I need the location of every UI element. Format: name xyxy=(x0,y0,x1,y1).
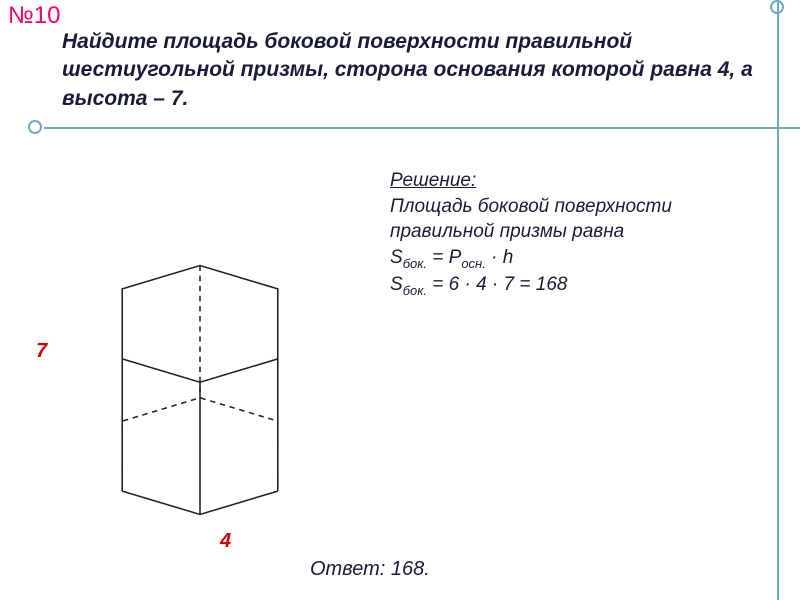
answer-line: Ответ: 168. xyxy=(310,558,430,581)
height-label: 7 xyxy=(36,340,47,363)
calc-line: Sбок. = 6 · 4 · 7 = 168 xyxy=(390,274,567,295)
formula-line: Sбок. = Pосн. · h xyxy=(390,247,513,268)
solution-block: Решение: Площадь боковой поверхности пра… xyxy=(390,168,780,300)
problem-statement: Найдите площадь боковой поверхности прав… xyxy=(62,28,762,113)
decor-hline xyxy=(44,127,800,129)
prism-diagram xyxy=(40,180,360,530)
decor-vline xyxy=(777,0,779,600)
decor-ring-left xyxy=(28,120,42,134)
solution-heading: Решение: xyxy=(390,170,476,191)
solution-line1: Площадь боковой поверхности правильной п… xyxy=(390,196,672,243)
slide-number: №10 xyxy=(8,2,60,30)
base-label: 4 xyxy=(220,530,231,553)
